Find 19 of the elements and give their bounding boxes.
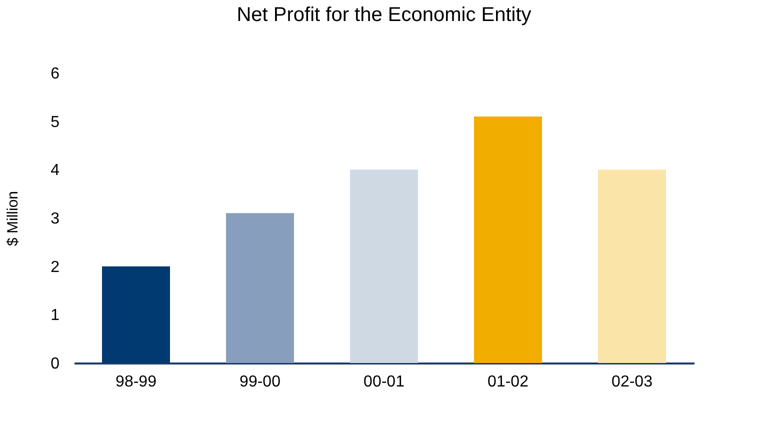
y-tick-label: 1 [50,307,60,324]
x-tick-label: 02-03 [612,374,653,390]
bar [226,213,294,363]
x-tick-label: 01-02 [488,374,529,390]
x-tick-label: 00-01 [364,374,405,390]
y-axis-title: $ Million [4,190,22,246]
y-tick-label: 6 [50,66,60,82]
bar [102,266,170,363]
y-tick-label: 4 [50,162,60,180]
bar [474,116,542,363]
x-tick-label: 98-99 [116,374,157,390]
bar [350,170,418,363]
x-tick-label: 99-00 [240,374,281,390]
y-tick-label: 3 [50,210,60,228]
chart-title: Net Profit for the Economic Entity [236,4,532,26]
y-tick-label: 5 [50,114,60,131]
y-tick-label: 2 [50,258,60,276]
bar [598,170,666,363]
y-tick-label: 0 [50,356,60,372]
